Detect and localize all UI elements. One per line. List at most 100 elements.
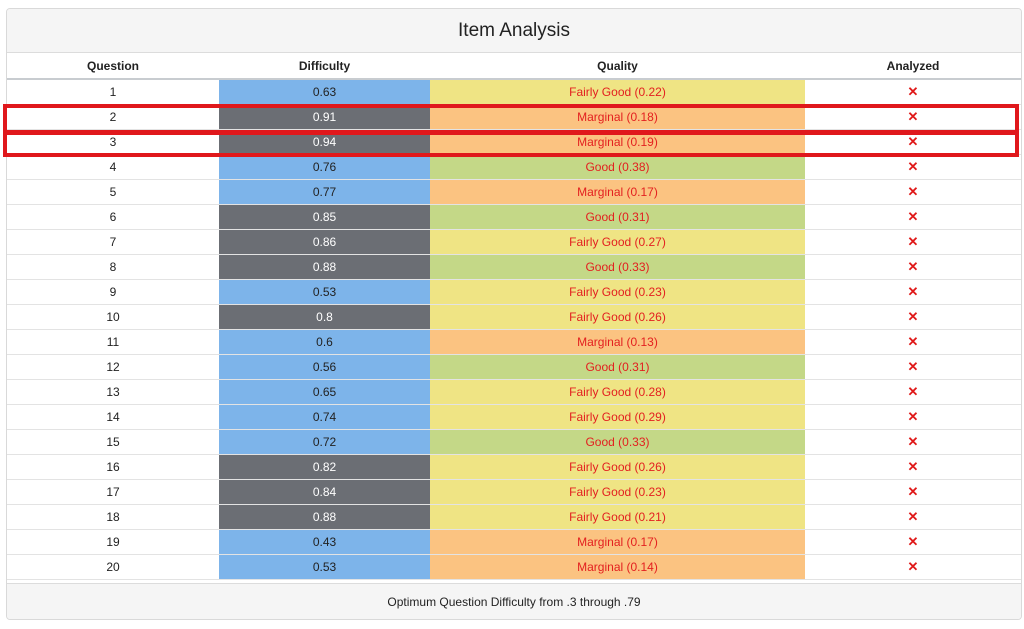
quality-cell: Good (0.33)	[430, 429, 805, 455]
table-row: 16 0.82 Fairly Good (0.26) ✕	[7, 454, 1021, 480]
table-row: 14 0.74 Fairly Good (0.29) ✕	[7, 404, 1021, 430]
difficulty-cell: 0.77	[219, 179, 430, 205]
panel-title: Item Analysis	[7, 9, 1021, 53]
table-row: 10 0.8 Fairly Good (0.26) ✕	[7, 304, 1021, 330]
question-cell: 3	[7, 129, 219, 155]
quality-cell: Fairly Good (0.22)	[430, 79, 805, 105]
difficulty-cell: 0.43	[219, 529, 430, 555]
analyzed-x-icon[interactable]: ✕	[805, 229, 1021, 255]
difficulty-cell: 0.63	[219, 79, 430, 105]
difficulty-cell: 0.84	[219, 479, 430, 505]
analyzed-x-icon[interactable]: ✕	[805, 129, 1021, 155]
quality-cell: Good (0.38)	[430, 154, 805, 180]
table-row: 17 0.84 Fairly Good (0.23) ✕	[7, 479, 1021, 505]
analyzed-x-icon[interactable]: ✕	[805, 429, 1021, 455]
question-cell: 16	[7, 454, 219, 480]
question-cell: 1	[7, 79, 219, 105]
quality-cell: Good (0.33)	[430, 254, 805, 280]
analyzed-x-icon[interactable]: ✕	[805, 279, 1021, 305]
analyzed-x-icon[interactable]: ✕	[805, 329, 1021, 355]
difficulty-cell: 0.74	[219, 404, 430, 430]
analyzed-x-icon[interactable]: ✕	[805, 379, 1021, 405]
question-cell: 11	[7, 329, 219, 355]
quality-cell: Fairly Good (0.21)	[430, 504, 805, 530]
table-row: 15 0.72 Good (0.33) ✕	[7, 429, 1021, 455]
table-row: 2 0.91 Marginal (0.18) ✕	[7, 104, 1021, 130]
column-header-quality[interactable]: Quality	[430, 53, 805, 80]
quality-cell: Marginal (0.19)	[430, 129, 805, 155]
quality-cell: Marginal (0.17)	[430, 529, 805, 555]
question-cell: 9	[7, 279, 219, 305]
table-row: 12 0.56 Good (0.31) ✕	[7, 354, 1021, 380]
question-cell: 7	[7, 229, 219, 255]
quality-cell: Fairly Good (0.27)	[430, 229, 805, 255]
analyzed-x-icon[interactable]: ✕	[805, 179, 1021, 205]
quality-cell: Marginal (0.14)	[430, 554, 805, 580]
quality-cell: Fairly Good (0.23)	[430, 479, 805, 505]
question-cell: 4	[7, 154, 219, 180]
difficulty-cell: 0.72	[219, 429, 430, 455]
quality-cell: Marginal (0.17)	[430, 179, 805, 205]
analyzed-x-icon[interactable]: ✕	[805, 104, 1021, 130]
difficulty-cell: 0.86	[219, 229, 430, 255]
table-row: 9 0.53 Fairly Good (0.23) ✕	[7, 279, 1021, 305]
table-row: 11 0.6 Marginal (0.13) ✕	[7, 329, 1021, 355]
difficulty-cell: 0.65	[219, 379, 430, 405]
difficulty-cell: 0.91	[219, 104, 430, 130]
analyzed-x-icon[interactable]: ✕	[805, 154, 1021, 180]
analyzed-x-icon[interactable]: ✕	[805, 204, 1021, 230]
analyzed-x-icon[interactable]: ✕	[805, 479, 1021, 505]
table-row: 8 0.88 Good (0.33) ✕	[7, 254, 1021, 280]
analyzed-x-icon[interactable]: ✕	[805, 79, 1021, 105]
question-cell: 5	[7, 179, 219, 205]
difficulty-cell: 0.85	[219, 204, 430, 230]
question-cell: 19	[7, 529, 219, 555]
question-cell: 10	[7, 304, 219, 330]
difficulty-cell: 0.82	[219, 454, 430, 480]
panel-footer: Optimum Question Difficulty from .3 thro…	[7, 583, 1021, 619]
table-row: 5 0.77 Marginal (0.17) ✕	[7, 179, 1021, 205]
column-header-analyzed[interactable]: Analyzed	[805, 53, 1021, 80]
difficulty-cell: 0.53	[219, 279, 430, 305]
item-analysis-table: Question Difficulty Quality Analyzed 1 0.…	[7, 53, 1021, 580]
quality-cell: Fairly Good (0.23)	[430, 279, 805, 305]
question-cell: 20	[7, 554, 219, 580]
quality-cell: Fairly Good (0.26)	[430, 304, 805, 330]
quality-cell: Good (0.31)	[430, 204, 805, 230]
column-header-difficulty[interactable]: Difficulty	[219, 53, 430, 80]
difficulty-cell: 0.56	[219, 354, 430, 380]
table-row: 19 0.43 Marginal (0.17) ✕	[7, 529, 1021, 555]
table-row: 18 0.88 Fairly Good (0.21) ✕	[7, 504, 1021, 530]
quality-cell: Marginal (0.13)	[430, 329, 805, 355]
question-cell: 2	[7, 104, 219, 130]
analyzed-x-icon[interactable]: ✕	[805, 554, 1021, 580]
analyzed-x-icon[interactable]: ✕	[805, 354, 1021, 380]
question-cell: 17	[7, 479, 219, 505]
question-cell: 8	[7, 254, 219, 280]
question-cell: 13	[7, 379, 219, 405]
difficulty-cell: 0.53	[219, 554, 430, 580]
question-cell: 15	[7, 429, 219, 455]
item-analysis-panel: Item Analysis Question Difficulty Qualit…	[6, 8, 1022, 620]
quality-cell: Fairly Good (0.29)	[430, 404, 805, 430]
question-cell: 14	[7, 404, 219, 430]
analyzed-x-icon[interactable]: ✕	[805, 404, 1021, 430]
table-row: 1 0.63 Fairly Good (0.22) ✕	[7, 79, 1021, 105]
quality-cell: Good (0.31)	[430, 354, 805, 380]
difficulty-cell: 0.94	[219, 129, 430, 155]
table-row: 20 0.53 Marginal (0.14) ✕	[7, 554, 1021, 580]
table-row: 13 0.65 Fairly Good (0.28) ✕	[7, 379, 1021, 405]
quality-cell: Marginal (0.18)	[430, 104, 805, 130]
analyzed-x-icon[interactable]: ✕	[805, 504, 1021, 530]
difficulty-cell: 0.8	[219, 304, 430, 330]
analyzed-x-icon[interactable]: ✕	[805, 304, 1021, 330]
table-row: 4 0.76 Good (0.38) ✕	[7, 154, 1021, 180]
difficulty-cell: 0.88	[219, 504, 430, 530]
quality-cell: Fairly Good (0.28)	[430, 379, 805, 405]
analyzed-x-icon[interactable]: ✕	[805, 254, 1021, 280]
question-cell: 6	[7, 204, 219, 230]
analyzed-x-icon[interactable]: ✕	[805, 454, 1021, 480]
analyzed-x-icon[interactable]: ✕	[805, 529, 1021, 555]
question-cell: 12	[7, 354, 219, 380]
column-header-question[interactable]: Question	[7, 53, 219, 80]
